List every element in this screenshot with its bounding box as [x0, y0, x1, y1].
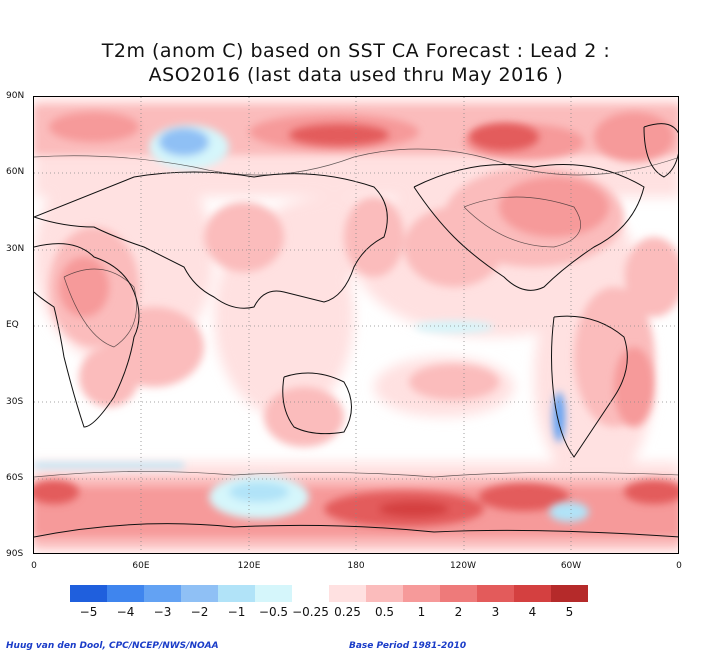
lon-label-60w: 60W: [560, 561, 582, 571]
coast-greenland: [643, 123, 678, 178]
legend-swatch: [144, 585, 181, 602]
legend-swatch: [551, 585, 588, 602]
legend-label: −5: [79, 605, 98, 619]
legend-label: 2: [454, 605, 463, 619]
legend-label: −2: [190, 605, 209, 619]
legend-swatch: [514, 585, 551, 602]
legend-swatch: [440, 585, 477, 602]
lat-label-60s: 60S: [6, 473, 24, 483]
lon-label-120e: 120E: [237, 561, 261, 571]
legend-swatch: [329, 585, 366, 602]
lon-label-0-east: 0: [676, 561, 682, 571]
color-legend: [70, 585, 588, 602]
legend-label: 1: [417, 605, 426, 619]
legend-swatch: [255, 585, 292, 602]
lat-label-90n: 90N: [6, 91, 25, 101]
lat-label-30n: 30N: [6, 244, 25, 254]
legend-label: 0.25: [334, 605, 361, 619]
anomaly-field-very-strong-warm: [34, 123, 678, 527]
legend-label: −1: [227, 605, 246, 619]
coast-africa: [34, 243, 140, 428]
legend-swatch: [477, 585, 514, 602]
lon-label-0: 0: [31, 561, 37, 571]
legend-label: 3: [491, 605, 500, 619]
map-title-line-1: T2m (anom C) based on SST CA Forecast : …: [101, 40, 611, 62]
legend-swatch: [366, 585, 403, 602]
legend-label: −4: [116, 605, 135, 619]
map-title-line-2: ASO2016 (last data used thru May 2016 ): [148, 64, 564, 86]
lon-label-60e: 60E: [132, 561, 150, 571]
coast-north-america: [413, 164, 645, 291]
legend-swatch: [403, 585, 440, 602]
legend-label: 4: [528, 605, 537, 619]
coastlines: [34, 123, 678, 538]
lat-label-eq: EQ: [6, 320, 19, 330]
coast-antarctica: [34, 523, 678, 538]
legend-label: 5: [565, 605, 574, 619]
credit-text: Huug van den Dool, CPC/NCEP/NWS/NOAA: [6, 641, 219, 651]
lon-label-180: 180: [347, 561, 365, 571]
lat-label-30s: 30S: [6, 397, 24, 407]
legend-swatch: [107, 585, 144, 602]
base-period-text: Base Period 1981-2010: [349, 641, 467, 651]
legend-swatch: [70, 585, 107, 602]
legend-label: −3: [153, 605, 172, 619]
contour-lines: [34, 148, 678, 478]
legend-swatch: [218, 585, 255, 602]
anomaly-map: [33, 96, 679, 554]
legend-label: 0.5: [374, 605, 395, 619]
legend-swatch: [181, 585, 218, 602]
lat-label-90s: 90S: [6, 549, 24, 559]
legend-swatch: [292, 585, 329, 602]
legend-label: −0.25: [292, 605, 329, 619]
coast-eurasia: [34, 171, 388, 309]
lat-label-60n: 60N: [6, 167, 25, 177]
anomaly-map-svg: [34, 97, 678, 553]
legend-label: −0.5: [258, 605, 289, 619]
anomaly-field-cold: [34, 125, 589, 522]
graticule: [34, 97, 678, 553]
lon-label-120w: 120W: [449, 561, 477, 571]
coast-south-america: [551, 315, 628, 458]
coast-australia: [282, 372, 352, 435]
